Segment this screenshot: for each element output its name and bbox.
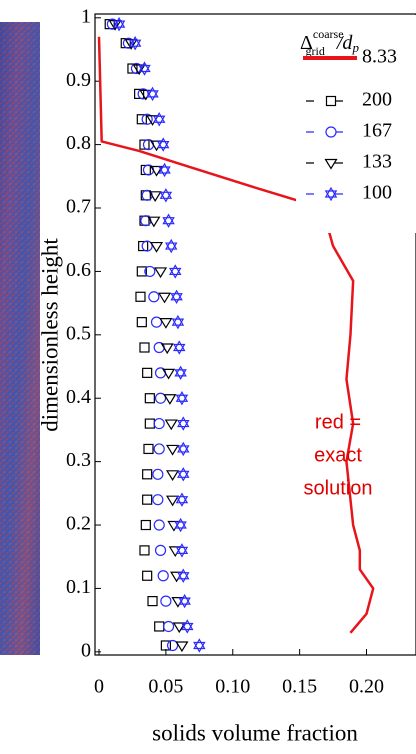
y-tick-label: 0.7 [66,196,91,218]
x-tick-label: 0 [94,676,104,698]
y-tick-label: 0.6 [66,259,91,281]
legend-title-rest-sub: p [351,40,359,55]
y-axis-label: dimensionless height [37,238,62,432]
x-tick-label: 0.20 [349,676,384,698]
x-axis-label: solids volume fraction [152,720,358,745]
y-tick-label: 0.9 [66,69,91,91]
y-tick-label: 1 [81,5,91,27]
legend-title-sub: grid [306,44,325,58]
simulation-texture [0,22,40,655]
y-tick-label: 0.2 [66,513,91,535]
legend-label: 8.33 [362,46,397,68]
legend-marker [327,97,336,106]
annotation-line: red = [315,411,361,433]
legend-label: 133 [362,151,392,173]
annotation-line: exact [314,444,362,466]
x-tick-label: 0.10 [215,676,250,698]
legend-label: 100 [362,182,392,204]
chart: solids volume fraction dimensionless hei… [0,0,416,754]
y-tick-label: 0.1 [66,576,91,598]
y-tick-label: 0.5 [66,322,91,344]
legend-marker [326,127,336,137]
legend-title-rest: /d [336,32,354,54]
x-tick-label: 0.15 [282,676,317,698]
x-tick-label: 0.05 [148,676,183,698]
y-tick-label: 0.8 [66,132,91,154]
legend-label: 200 [362,89,392,111]
legend-label: 167 [362,120,392,142]
y-tick-label: 0.4 [66,386,91,408]
y-tick-label: 0.3 [66,449,91,471]
annotation-line: solution [304,477,373,499]
y-tick-label: 0 [81,639,91,661]
